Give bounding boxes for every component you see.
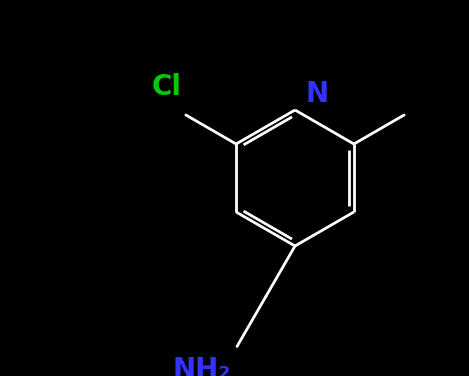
Text: N: N [305, 80, 328, 108]
Text: Cl: Cl [152, 73, 182, 101]
Text: NH₂: NH₂ [173, 356, 231, 376]
